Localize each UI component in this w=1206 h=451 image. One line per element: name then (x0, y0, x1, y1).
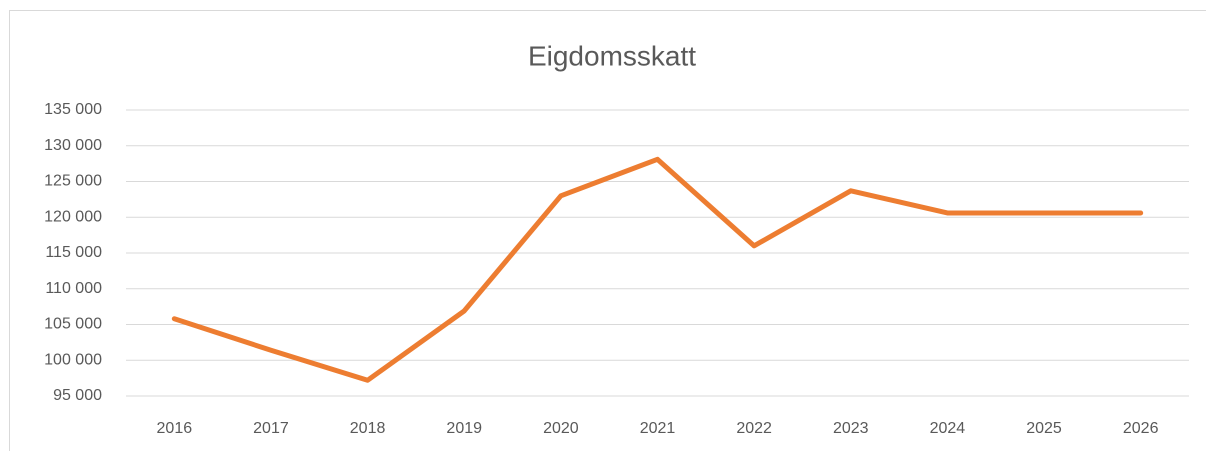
y-tick-label: 130 000 (44, 137, 102, 154)
y-tick-label: 95 000 (53, 387, 102, 404)
x-tick-label: 2019 (446, 420, 482, 437)
x-tick-label: 2017 (253, 420, 289, 437)
x-tick-label: 2021 (640, 420, 676, 437)
x-tick-label: 2016 (157, 420, 193, 437)
y-tick-label: 105 000 (44, 316, 102, 333)
series-line (171, 156, 1144, 383)
chart-title: Eigdomsskatt (528, 40, 696, 71)
x-tick-label: 2025 (1026, 420, 1062, 437)
chart-frame (9, 10, 1206, 451)
x-tick-label: 2020 (543, 420, 579, 437)
y-tick-label: 110 000 (45, 280, 102, 297)
y-tick-label: 120 000 (44, 208, 102, 225)
y-tick-label: 115 000 (45, 244, 102, 261)
x-tick-label: 2018 (350, 420, 386, 437)
x-tick-label: 2026 (1123, 420, 1159, 437)
y-tick-label: 125 000 (44, 173, 102, 190)
y-tick-label: 100 000 (44, 351, 102, 368)
x-tick-label: 2022 (736, 420, 772, 437)
y-tick-label: 135 000 (44, 101, 102, 118)
x-tick-label: 2023 (833, 420, 869, 437)
x-tick-label: 2024 (930, 420, 966, 437)
